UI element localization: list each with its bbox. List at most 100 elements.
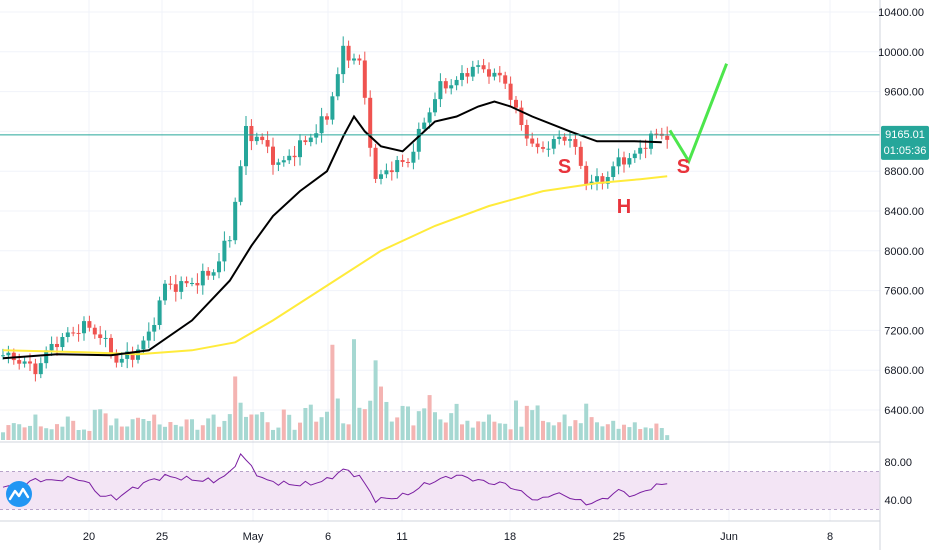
candle-body xyxy=(173,284,178,292)
candle-body xyxy=(179,281,184,292)
price-tick-label: 10400.00 xyxy=(878,7,924,19)
volume-bar xyxy=(152,414,157,440)
candle-body xyxy=(524,125,529,139)
volume-bar xyxy=(465,420,470,440)
price-tick-label: 8400.00 xyxy=(884,206,924,218)
candle-body xyxy=(190,282,194,284)
candle-body xyxy=(449,85,454,89)
candle-body xyxy=(146,331,151,341)
volume-bar xyxy=(530,410,535,440)
volume-bar xyxy=(238,402,243,440)
volume-bar xyxy=(200,425,205,440)
time-axis[interactable]: 20 25 May 6 11 18 25 Jun 8 xyxy=(83,531,833,543)
price-axis[interactable]: 10400.0010000.009600.009200.008800.00840… xyxy=(878,7,924,417)
candle-body xyxy=(303,140,308,143)
candle-body xyxy=(71,332,76,334)
volume-bar xyxy=(443,422,448,440)
candle-body xyxy=(368,97,373,148)
price-tick-label: 10000.00 xyxy=(878,47,924,59)
volume-bar xyxy=(260,412,265,440)
candle-body xyxy=(357,58,362,61)
candle-body xyxy=(109,337,113,354)
candle-body xyxy=(38,363,43,375)
volume-bar xyxy=(244,416,248,440)
rsi-line xyxy=(2,452,668,506)
volume-bar xyxy=(508,429,513,440)
volume-bar xyxy=(136,417,140,440)
candle-body xyxy=(562,136,567,141)
volume-bars xyxy=(1,339,670,440)
volume-bar xyxy=(303,407,308,440)
volume-bar xyxy=(157,424,162,440)
candle-body xyxy=(384,170,389,175)
candle-body xyxy=(114,353,119,363)
candle-body xyxy=(76,332,81,334)
volume-bar xyxy=(454,403,459,440)
volume-bar xyxy=(109,425,113,440)
volume-bar xyxy=(357,407,362,440)
candle-body xyxy=(416,128,421,152)
volume-bar xyxy=(643,427,648,440)
candle-body xyxy=(184,281,189,284)
candle-body xyxy=(227,240,232,242)
candle-body xyxy=(476,65,481,67)
annotation-label-2: H xyxy=(617,196,631,218)
candle-body xyxy=(98,334,103,339)
candle-body xyxy=(141,340,146,350)
candle-body xyxy=(514,99,518,108)
rsi-band xyxy=(0,471,880,510)
date-tick-label: Jun xyxy=(720,531,738,543)
candle-body xyxy=(481,65,486,70)
volume-bar xyxy=(173,424,178,440)
candle-body xyxy=(497,72,502,76)
volume-bar xyxy=(119,426,124,440)
volume-bar xyxy=(622,424,626,440)
volume-bar xyxy=(179,426,184,440)
volume-bar xyxy=(227,414,232,440)
candle-body xyxy=(611,166,616,177)
candle-body xyxy=(287,155,292,161)
price-tick-label: 8000.00 xyxy=(884,246,924,258)
volume-bar xyxy=(638,429,643,440)
candle-body xyxy=(551,139,556,149)
candle-body xyxy=(325,116,329,120)
volume-bar xyxy=(665,435,670,440)
volume-bar xyxy=(211,414,216,440)
candle-body xyxy=(211,272,216,276)
volume-bar xyxy=(130,419,135,440)
volume-bar xyxy=(400,405,405,440)
candle-body xyxy=(44,350,49,364)
candle-body xyxy=(654,133,659,135)
volume-bar xyxy=(28,425,32,440)
volume-bar xyxy=(368,400,373,440)
volume-bar xyxy=(146,421,151,440)
volume-bar xyxy=(38,426,43,440)
volume-bar xyxy=(206,418,211,440)
volume-bar xyxy=(406,406,410,440)
volume-bar xyxy=(497,423,502,440)
candle-body xyxy=(460,73,464,80)
candle-body xyxy=(578,146,583,166)
candle-body xyxy=(1,355,5,357)
candle-body xyxy=(535,143,540,148)
candle-body xyxy=(11,352,16,361)
candle-body xyxy=(616,157,621,167)
volume-bar xyxy=(292,429,297,440)
volume-bar xyxy=(616,428,621,440)
candle-body xyxy=(389,170,394,173)
rsi-tick-label: 40.00 xyxy=(884,495,912,507)
candle-body xyxy=(308,137,313,143)
candle-body xyxy=(622,157,626,165)
volume-bar xyxy=(416,411,421,440)
price-tick-label: 6400.00 xyxy=(884,405,924,417)
volume-bar xyxy=(276,427,281,440)
volume-bar xyxy=(605,424,610,440)
volume-bar xyxy=(449,413,454,440)
volume-bar xyxy=(600,426,605,440)
candle-body xyxy=(195,282,200,286)
candle-body xyxy=(379,174,383,179)
rsi-axis[interactable]: 80.00 40.00 xyxy=(884,457,912,507)
candle-body xyxy=(508,83,513,100)
candle-body xyxy=(346,45,351,61)
